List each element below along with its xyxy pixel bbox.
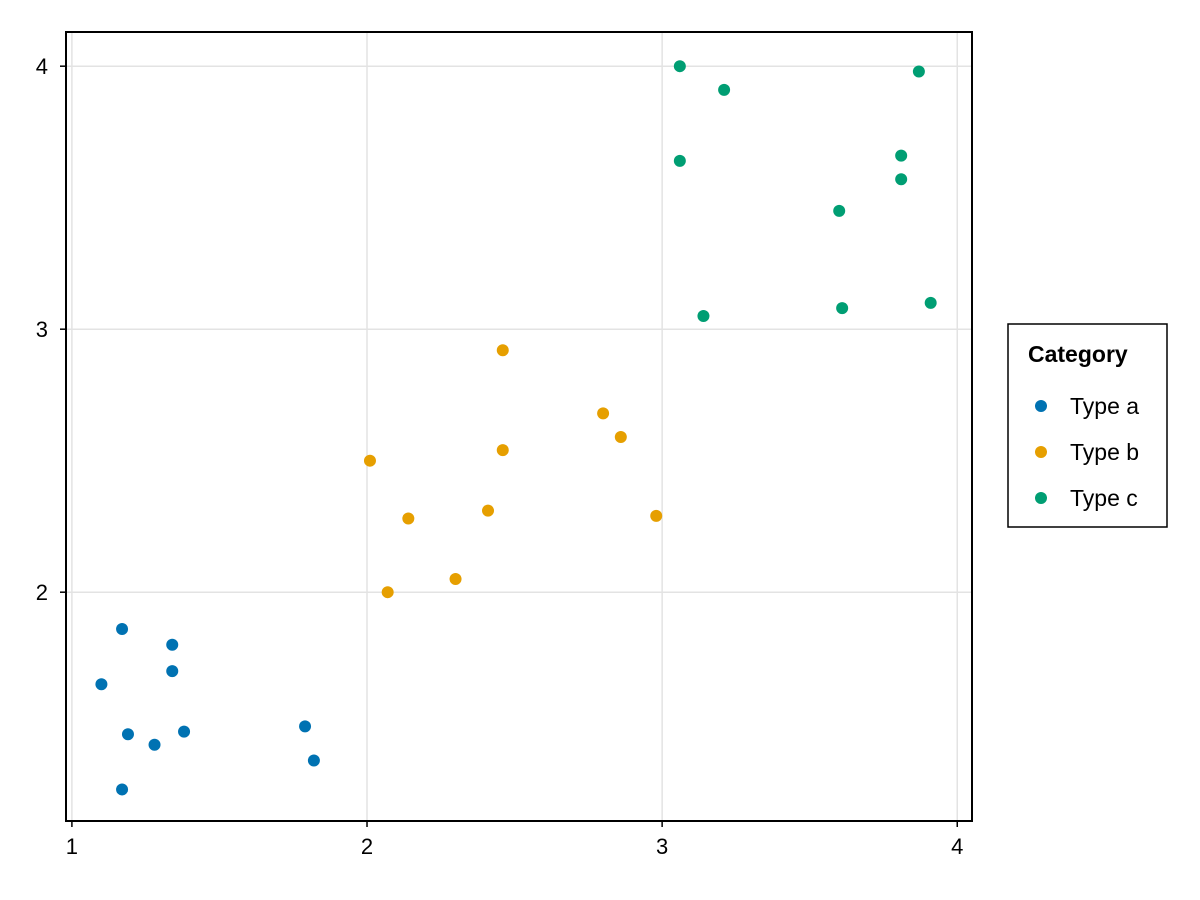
data-points (95, 60, 937, 796)
point-type-c (833, 204, 846, 217)
legend-box (1007, 323, 1168, 528)
point-type-c (697, 310, 710, 323)
legend-title: Category (1028, 341, 1128, 367)
point-type-b (614, 431, 627, 444)
x-tick-label: 2 (361, 834, 373, 859)
legend-marker (1035, 400, 1047, 412)
point-type-b (381, 586, 394, 599)
point-type-b (363, 454, 376, 467)
legend-marker (1035, 492, 1047, 504)
point-type-c (836, 302, 849, 315)
point-type-b (402, 512, 415, 525)
point-type-c (673, 154, 686, 167)
point-type-b (449, 573, 462, 586)
point-type-c (895, 149, 908, 162)
x-tick-label: 3 (656, 834, 668, 859)
point-type-a (166, 638, 179, 651)
point-type-b (496, 444, 509, 457)
legend-label: Type b (1070, 439, 1139, 465)
point-type-c (718, 83, 731, 96)
axis-ticks: 1 2 3 4 2 3 4 (36, 54, 964, 859)
legend-label: Type a (1070, 393, 1139, 419)
x-tick-label: 4 (951, 834, 963, 859)
grid (66, 32, 972, 821)
point-type-a (116, 783, 129, 796)
plot-frame (65, 31, 973, 822)
point-type-a (95, 678, 108, 691)
point-type-a (121, 728, 134, 741)
point-type-c (912, 65, 925, 78)
legend-marker (1035, 446, 1047, 458)
point-type-b (482, 504, 495, 517)
x-tick-label: 1 (66, 834, 78, 859)
point-type-a (307, 754, 320, 767)
point-type-b (650, 509, 663, 522)
y-tick-label: 4 (36, 54, 48, 79)
point-type-a (148, 738, 161, 751)
point-type-a (116, 623, 129, 636)
point-type-a (178, 725, 191, 738)
y-tick-label: 2 (36, 580, 48, 605)
point-type-c (895, 173, 908, 186)
legend: Category Type a Type b Type c (1007, 323, 1168, 528)
point-type-b (597, 407, 610, 420)
point-type-a (299, 720, 312, 733)
point-type-c (924, 296, 937, 309)
legend-label: Type c (1070, 485, 1138, 511)
y-tick-label: 3 (36, 317, 48, 342)
point-type-b (496, 344, 509, 357)
point-type-c (673, 60, 686, 73)
point-type-a (166, 665, 179, 678)
